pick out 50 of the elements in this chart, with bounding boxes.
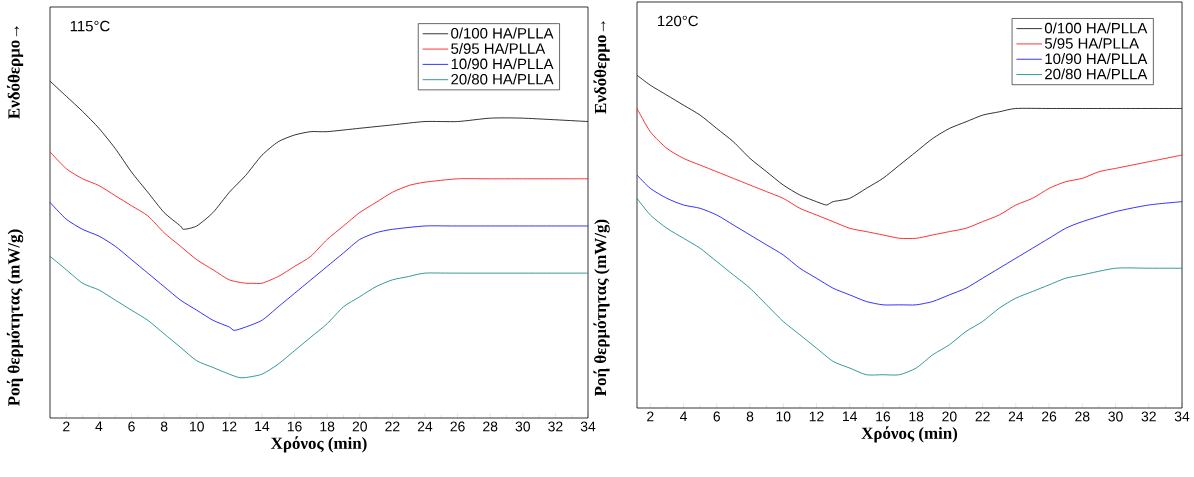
legend-label: 5/95 HA/PLLA [451,42,546,54]
x-tick-label: 28 [1075,411,1090,422]
x-tick-label: 28 [483,421,498,432]
x-tick-label: 4 [679,411,687,422]
x-tick-label: 18 [320,421,335,432]
y-axis-title: Ροή θερμότητας (mW/g) [6,229,24,406]
x-tick-label: 2 [647,411,654,422]
chart-title: 120°C [658,15,698,27]
legend-label: 0/100 HA/PLLA [451,27,554,39]
x-tick-label: 16 [287,421,302,432]
x-tick-label: 26 [450,421,465,432]
x-tick-label: 30 [515,421,531,432]
x-tick-label: 12 [809,411,824,422]
legend-label: 10/90 HA/PLLA [1045,53,1148,65]
text: Ενδόθερμο→ [6,26,24,119]
text: Ενδόθερμο→ [593,21,610,114]
x-tick-label: 22 [385,421,400,432]
legend-label: 5/95 HA/PLLA [1044,37,1140,49]
x-tick-label: 20 [942,411,957,422]
x-tick-label: 30 [1108,411,1123,422]
x-tick-label: 12 [222,421,237,432]
x-tick-label: 2 [63,421,70,432]
x-tick-label: 6 [713,411,721,422]
x-tick-label: 6 [128,421,135,432]
x-tick-label: 20 [352,421,367,432]
chart-title: 115°C [70,20,110,32]
x-tick-label: 14 [255,421,270,432]
x-tick-label: 8 [746,411,754,422]
x-tick-label: 22 [975,411,990,422]
x-tick-label: 14 [843,411,858,422]
x-axis-title: Χρόνος (min) [861,426,958,443]
x-tick-label: 32 [548,421,563,432]
legend-label: 10/90 HA/PLLA [451,58,554,70]
x-tick-label: 18 [909,411,924,422]
x-tick-label: 34 [580,421,596,432]
x-tick-label: 10 [190,421,204,432]
x-tick-label: 32 [1141,411,1156,422]
legend-label: 0/100 HA/PLLA [1044,22,1148,34]
x-tick-label: 24 [417,421,433,432]
x-tick-label: 34 [1174,411,1190,422]
x-tick-label: 16 [876,411,891,422]
x-tick-label: 24 [1008,411,1024,422]
legend-label: 20/80 HA/PLLA [1045,68,1148,80]
x-tick-label: 26 [1042,411,1057,422]
x-tick-label: 10 [776,411,791,422]
y-axis-title: Ροή θερμότητας (mW/g) [593,219,610,397]
legend-label: 20/80 HA/PLLA [451,73,554,85]
x-axis-title: Χρόνος (min) [270,436,367,453]
x-tick-label: 4 [95,421,103,432]
x-tick-label: 8 [160,421,168,432]
